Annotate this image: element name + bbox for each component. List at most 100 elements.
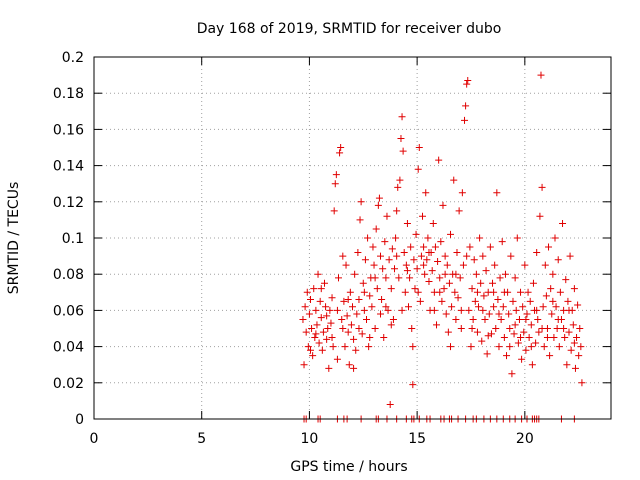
data-point: [383, 212, 391, 220]
data-point: [353, 310, 361, 318]
data-point: [388, 245, 396, 253]
data-point: [410, 256, 418, 264]
y-tick-label: 0.04: [53, 340, 84, 356]
x-tick-label: 5: [197, 431, 206, 447]
data-point: [319, 328, 327, 336]
y-tick-label: 0.1: [62, 231, 84, 247]
data-point: [483, 350, 491, 358]
data-point: [533, 248, 541, 256]
x-tick-labels: 0 5 10 15 20: [90, 431, 534, 447]
data-point: [563, 361, 571, 369]
data-point: [552, 303, 560, 311]
y-tick-label: 0.08: [53, 267, 84, 283]
data-point: [355, 296, 363, 304]
data-point: [430, 306, 438, 314]
data-point: [431, 243, 439, 251]
data-point: [549, 297, 557, 305]
data-point: [299, 315, 307, 323]
data-point: [529, 279, 537, 287]
data-point: [472, 270, 480, 278]
data-point: [541, 261, 549, 269]
data-point: [554, 256, 562, 264]
data-point: [342, 261, 350, 269]
data-point: [384, 306, 392, 314]
data-point: [453, 248, 461, 256]
data-point: [478, 337, 486, 345]
data-point: [466, 243, 474, 251]
data-point: [325, 364, 333, 372]
data-point: [447, 343, 455, 351]
data-point: [480, 292, 488, 300]
data-point: [447, 230, 455, 238]
data-point: [452, 315, 460, 323]
data-point: [467, 343, 475, 351]
data-point: [477, 279, 485, 287]
data-point: [312, 306, 320, 314]
data-point: [536, 212, 544, 220]
data-point: [393, 252, 401, 260]
data-point: [476, 234, 484, 242]
data-point: [395, 274, 403, 282]
data-point: [334, 274, 342, 282]
data-point: [547, 285, 555, 293]
data-point: [347, 321, 355, 329]
data-point: [356, 216, 364, 224]
data-point: [490, 288, 498, 296]
data-point: [481, 315, 489, 323]
data-point: [365, 343, 373, 351]
data-point: [442, 310, 450, 318]
data-point: [379, 265, 387, 273]
data-point: [457, 306, 465, 314]
data-point: [323, 312, 331, 320]
data-point: [375, 194, 383, 202]
chart-title: Day 168 of 2019, SRMTID for receiver dub…: [197, 21, 502, 37]
data-point: [546, 352, 554, 360]
data-point: [473, 288, 481, 296]
data-point: [409, 381, 417, 389]
data-point: [415, 144, 423, 151]
data-point: [403, 220, 411, 228]
data-point: [458, 189, 466, 197]
data-point: [358, 330, 366, 338]
data-point: [501, 270, 509, 278]
data-point: [339, 252, 347, 260]
data-point: [357, 198, 365, 206]
data-point: [350, 364, 358, 372]
data-point: [436, 288, 444, 296]
data-point: [332, 171, 340, 179]
data-point: [331, 180, 339, 188]
data-point: [304, 343, 312, 351]
data-point: [400, 248, 408, 256]
data-point: [391, 265, 399, 273]
data-point: [407, 243, 415, 251]
data-point: [464, 77, 472, 85]
data-point: [387, 321, 395, 329]
data-point: [456, 274, 464, 282]
data-point: [373, 285, 381, 293]
data-point: [337, 144, 345, 151]
data-point: [468, 285, 476, 293]
data-point: [364, 234, 372, 242]
data-point: [499, 303, 507, 311]
data-point: [411, 285, 419, 293]
data-points: [299, 71, 586, 423]
data-point: [513, 234, 521, 242]
x-tick-label: 20: [516, 431, 534, 447]
data-point: [314, 270, 322, 278]
data-point: [514, 339, 522, 347]
data-point: [575, 352, 583, 360]
data-point: [524, 288, 532, 296]
data-point: [425, 248, 433, 256]
data-point: [402, 261, 410, 269]
data-point: [517, 334, 525, 342]
data-point: [461, 116, 469, 124]
data-point: [545, 243, 553, 251]
data-point: [329, 343, 337, 351]
data-point: [542, 292, 550, 300]
data-point: [368, 303, 376, 311]
data-point: [503, 352, 511, 360]
data-point: [555, 343, 563, 351]
data-point: [422, 189, 430, 197]
data-point: [366, 334, 374, 342]
